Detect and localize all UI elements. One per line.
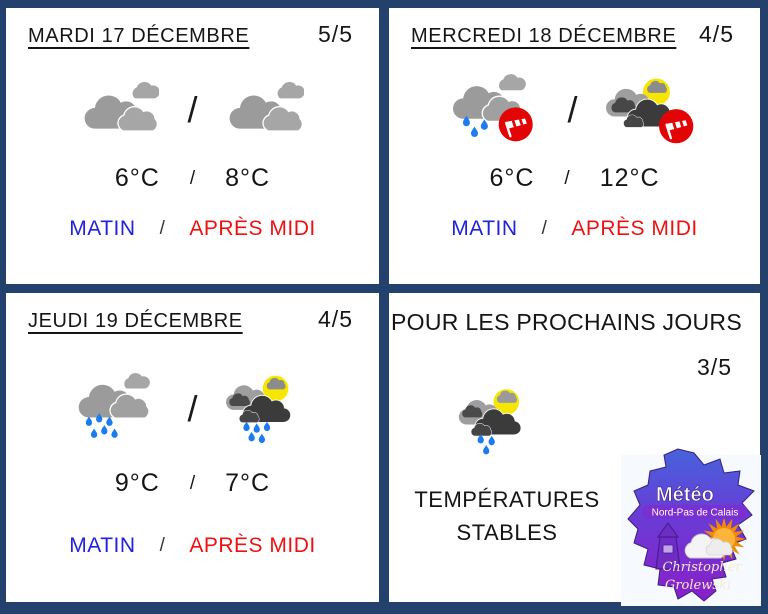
outlook-title: POUR LES PROCHAINS JOURS <box>391 309 742 335</box>
confidence-score: 4/5 <box>318 306 353 332</box>
outlook-message-line1: TEMPÉRATURES <box>414 487 600 512</box>
slash-separator: / <box>159 218 166 239</box>
forecast-card-wednesday: MERCREDI 18 DÉCEMBRE 4/5 / <box>389 8 760 284</box>
morning-temp: 6°C <box>489 164 535 192</box>
slash-separator: / <box>567 89 578 130</box>
outlook-message-line2: STABLES <box>456 520 558 545</box>
card-title: JEUDI 19 DÉCEMBRE <box>28 310 243 332</box>
afternoon-label: APRÈS MIDI <box>571 217 698 240</box>
card-header: MARDI 17 DÉCEMBRE 5/5 <box>6 8 379 48</box>
logo-region: Nord-Pas de Calais <box>652 508 739 519</box>
logo-author-last: Grolewski <box>665 578 731 593</box>
weather-icons-row: / <box>6 363 379 455</box>
temperature-row: 9°C / 7°C <box>6 469 379 498</box>
card-title: MARDI 17 DÉCEMBRE <box>28 25 250 47</box>
sun-clouds-rain-icon <box>225 373 308 445</box>
afternoon-temp: 7°C <box>225 469 271 497</box>
afternoon-label: APRÈS MIDI <box>189 217 316 240</box>
morning-temp: 9°C <box>114 469 160 497</box>
weather-icons-row: / <box>6 64 379 156</box>
slash-separator: / <box>189 167 196 189</box>
confidence-score: 4/5 <box>699 21 734 47</box>
confidence-score: 3/5 <box>697 354 732 380</box>
period-row: MATIN / APRÈS MIDI <box>389 217 760 241</box>
temperature-row: 6°C / 8°C <box>6 164 379 193</box>
forecast-card-thursday: JEUDI 19 DÉCEMBRE 4/5 <box>6 293 379 602</box>
forecast-card-tuesday: MARDI 17 DÉCEMBRE 5/5 / <box>6 8 379 284</box>
confidence-score: 5/5 <box>318 21 353 47</box>
slash-separator: / <box>159 535 166 556</box>
card-title: MERCREDI 18 DÉCEMBRE <box>411 25 677 47</box>
sun-clouds-wind-icon <box>605 74 696 146</box>
card-header: JEUDI 19 DÉCEMBRE 4/5 <box>6 293 379 333</box>
sun-clouds-rain-icon <box>457 385 549 465</box>
meteo-nord-pas-de-calais-logo: Météo Nord-Pas de Calais Christopher Gro… <box>620 445 765 608</box>
afternoon-label: APRÈS MIDI <box>189 534 316 557</box>
afternoon-temp: 12°C <box>599 164 660 192</box>
slash-separator: / <box>187 388 198 429</box>
logo-author-first: Christopher <box>662 560 742 575</box>
slash-separator: / <box>564 167 570 189</box>
temperature-row: 6°C / 12°C <box>389 164 760 193</box>
slash-separator: / <box>189 472 196 494</box>
clouds-icon <box>226 81 304 139</box>
card-header: MERCREDI 18 DÉCEMBRE 4/5 <box>389 8 760 48</box>
rain-icon <box>77 373 159 445</box>
morning-label: MATIN <box>69 217 136 240</box>
morning-temp: 6°C <box>114 164 160 192</box>
slash-separator: / <box>541 218 548 239</box>
belfry-tower-illustration <box>655 521 681 570</box>
period-row: MATIN / APRÈS MIDI <box>6 217 379 241</box>
slash-separator: / <box>187 89 198 130</box>
logo-brand: Météo <box>656 484 714 506</box>
weather-icons-row: / <box>389 64 760 156</box>
rain-wind-icon <box>453 74 539 146</box>
morning-label: MATIN <box>451 217 518 240</box>
morning-label: MATIN <box>69 534 136 557</box>
period-row: MATIN / APRÈS MIDI <box>6 534 379 558</box>
afternoon-temp: 8°C <box>225 164 271 192</box>
outlook-message: TEMPÉRATURES STABLES <box>389 483 625 549</box>
clouds-icon <box>81 81 160 139</box>
